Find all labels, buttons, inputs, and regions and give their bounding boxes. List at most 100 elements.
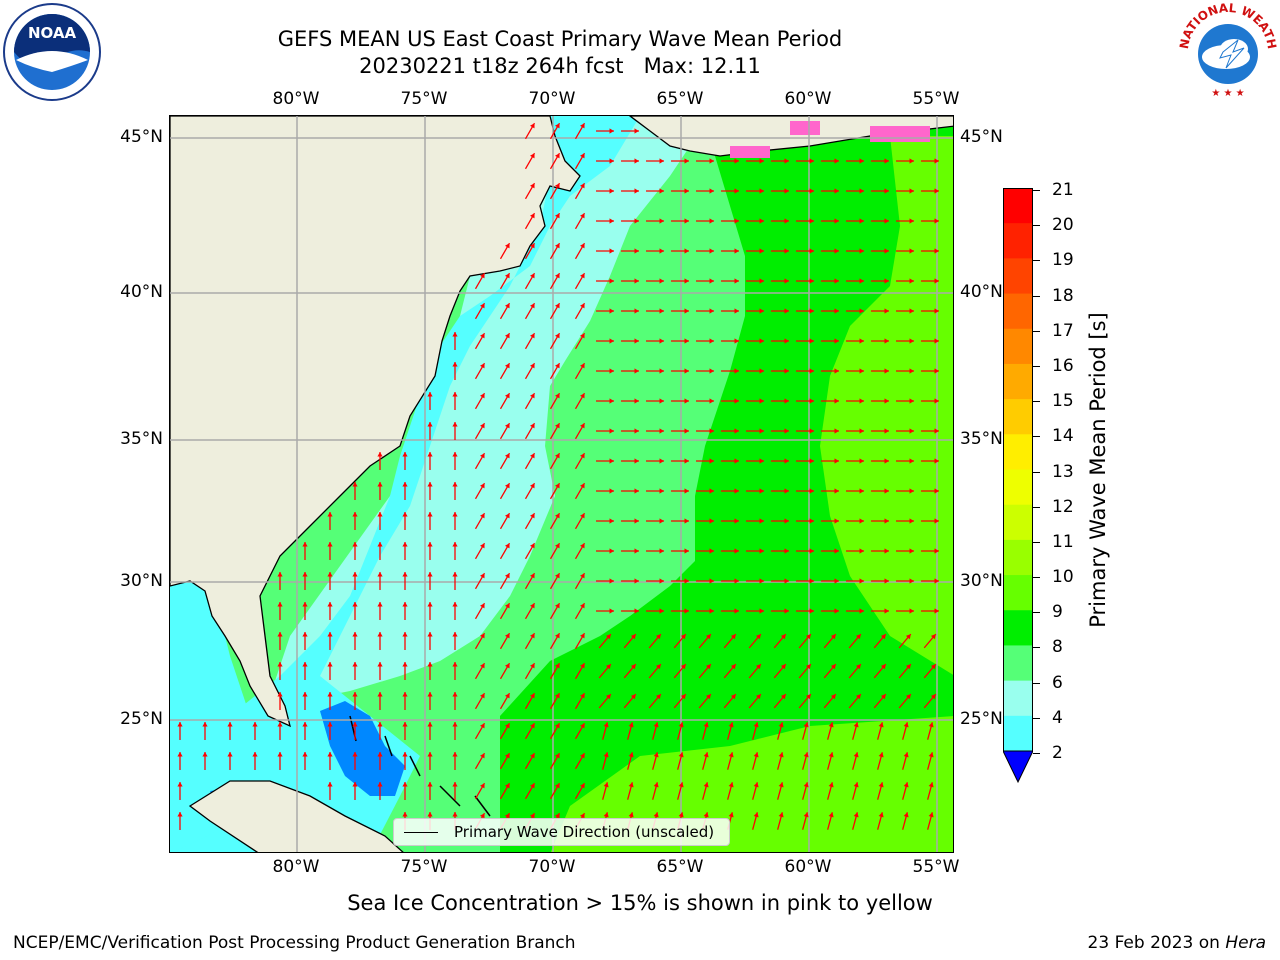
- wave-arrow: [821, 338, 839, 344]
- wave-arrow: [696, 308, 714, 314]
- wave-arrow: [746, 158, 764, 164]
- wave-arrow: [474, 692, 486, 710]
- wave-arrow: [671, 398, 689, 404]
- wave-arrow: [474, 452, 486, 470]
- colorbar-bands: [1003, 188, 1033, 784]
- wave-arrow: [302, 602, 308, 620]
- wave-arrow: [721, 518, 739, 524]
- wave-arrow: [621, 518, 639, 524]
- wave-arrow: [798, 663, 812, 679]
- wave-arrow: [871, 248, 889, 254]
- wave-arrow: [402, 722, 408, 740]
- wave-arrow: [474, 392, 486, 410]
- colorbar-band-2: [1003, 258, 1033, 295]
- wave-arrow: [646, 308, 664, 314]
- wave-arrow: [727, 752, 734, 770]
- wave-arrow: [574, 572, 586, 590]
- wave-arrow: [549, 482, 561, 500]
- wave-arrow: [896, 548, 914, 554]
- sea-ice-note: Sea Ice Concentration > 15% is shown in …: [347, 891, 933, 915]
- wave-arrow: [352, 482, 358, 500]
- wave-arrow: [896, 428, 914, 434]
- wave-arrow: [549, 152, 561, 170]
- wave-arrow: [277, 662, 283, 680]
- wave-arrow: [746, 278, 764, 284]
- wave-arrow: [499, 602, 511, 620]
- wave-arrow: [623, 693, 637, 709]
- wave-arrow: [721, 608, 739, 614]
- chart-title: GEFS MEAN US East Coast Primary Wave Mea…: [277, 27, 843, 51]
- wave-arrow: [921, 218, 939, 224]
- wave-arrow: [623, 633, 637, 649]
- wave-arrow: [377, 452, 383, 470]
- wave-arrow: [596, 218, 614, 224]
- wave-arrow: [746, 488, 764, 494]
- nws-logo: NATIONAL WEATHER SERVICE ★ ★ ★: [1178, 2, 1278, 100]
- wave-arrow: [748, 633, 762, 649]
- wave-arrow: [852, 812, 859, 830]
- wave-arrow: [721, 308, 739, 314]
- wave-arrow: [452, 452, 458, 470]
- colorbar-band-10: [1003, 539, 1033, 576]
- wave-arrow: [921, 578, 939, 584]
- wave-arrow: [352, 602, 358, 620]
- wave-arrow: [771, 458, 789, 464]
- wave-arrow: [721, 158, 739, 164]
- wave-arrow: [796, 308, 814, 314]
- wave-arrow: [623, 663, 637, 679]
- wave-arrow: [474, 662, 486, 680]
- colorbar-tick-label: 20: [1052, 215, 1074, 236]
- wave-arrow: [771, 578, 789, 584]
- wave-arrow: [898, 633, 912, 649]
- wave-arrow: [796, 248, 814, 254]
- bahamas-islands: [349, 715, 491, 817]
- wave-arrow: [871, 488, 889, 494]
- wave-arrow: [796, 398, 814, 404]
- wave-arrow: [524, 662, 536, 680]
- wave-arrow: [752, 752, 759, 770]
- wave-arrow: [499, 452, 511, 470]
- wave-arrow: [746, 218, 764, 224]
- wave-arrow: [427, 452, 433, 470]
- wave-arrow: [524, 632, 536, 650]
- colorbar-tick-label: 14: [1052, 426, 1074, 447]
- wave-arrow: [549, 572, 561, 590]
- colorbar-tick-label: 4: [1052, 707, 1063, 728]
- colorbar-tick-label: 9: [1052, 602, 1063, 623]
- wave-arrow: [671, 428, 689, 434]
- wave-arrow: [377, 722, 383, 740]
- noaa-logo: NOAA: [3, 3, 101, 101]
- wave-arrow: [549, 542, 561, 560]
- wave-arrow: [327, 632, 333, 650]
- colorbar-tick-mark: [1033, 260, 1040, 262]
- wave-arrow: [771, 608, 789, 614]
- wave-arrow: [796, 158, 814, 164]
- wave-arrow: [499, 242, 511, 260]
- colorbar-band-0: [1003, 188, 1033, 224]
- wave-arrow: [596, 488, 614, 494]
- wave-arrow: [746, 338, 764, 344]
- wave-arrow: [474, 602, 486, 620]
- wave-arrow: [746, 368, 764, 374]
- wave-arrow: [923, 633, 937, 649]
- colorbar-tick-mark: [1033, 682, 1040, 684]
- wave-arrow: [771, 518, 789, 524]
- bahamas-bank: [320, 701, 405, 796]
- wave-arrow: [499, 302, 511, 320]
- wave-arrow: [921, 188, 939, 194]
- wave-arrow: [627, 722, 634, 740]
- wave-arrow: [377, 602, 383, 620]
- wave-arrow: [652, 752, 659, 770]
- wave-arrow: [524, 152, 536, 170]
- wave-arrow: [846, 308, 864, 314]
- wave-arrow: [821, 368, 839, 374]
- wave-arrow: [671, 158, 689, 164]
- wave-arrow: [574, 662, 586, 680]
- wave-arrow: [377, 692, 383, 710]
- wave-arrow: [921, 158, 939, 164]
- colorbar-band-3: [1003, 293, 1033, 330]
- wave-arrow: [852, 722, 859, 740]
- wave-arrow: [474, 782, 486, 800]
- colorbar-tick-label: 18: [1052, 285, 1074, 306]
- wave-arrow: [549, 632, 561, 650]
